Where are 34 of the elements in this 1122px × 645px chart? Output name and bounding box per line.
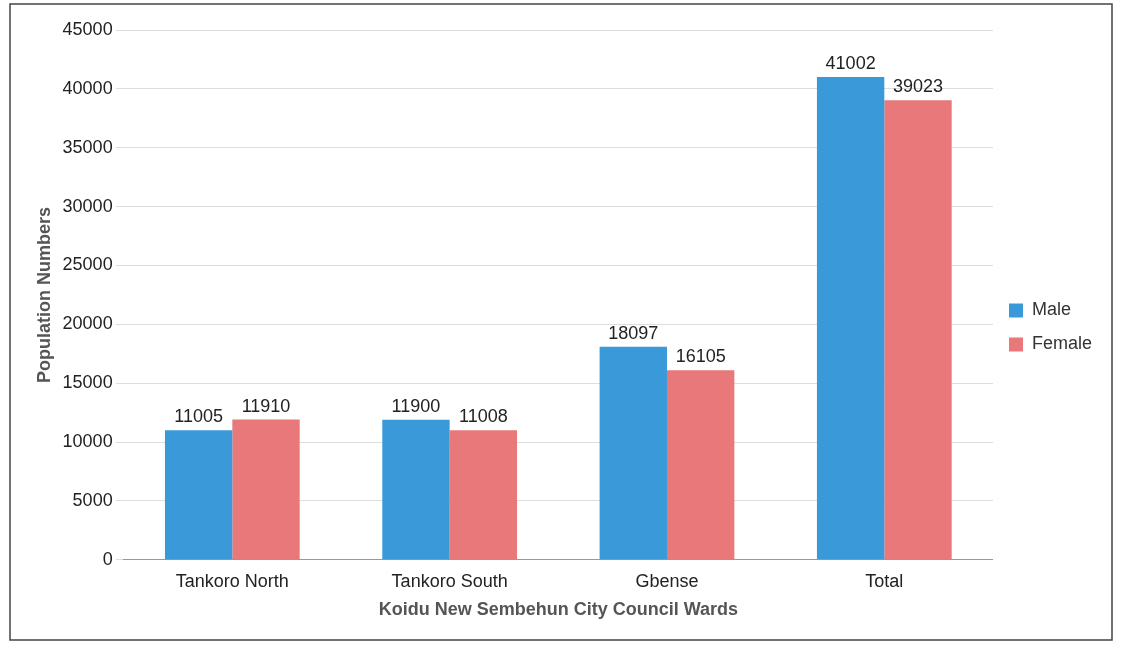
y-tick-label: 15000 <box>62 372 113 393</box>
data-label: 11900 <box>391 395 441 416</box>
y-tick-label: 20000 <box>62 313 113 334</box>
y-tick-label: 45000 <box>62 18 113 39</box>
bar <box>164 430 233 560</box>
data-label: 41002 <box>825 53 876 74</box>
data-label: 11910 <box>241 395 291 416</box>
y-tick-label: 25000 <box>62 254 113 275</box>
x-tick-label: Gbense <box>635 570 699 591</box>
bar <box>666 370 735 560</box>
bar <box>232 419 300 560</box>
y-tick-label: 5000 <box>72 489 113 510</box>
legend-label: Female <box>1031 333 1093 354</box>
x-axis-title: Koidu New Sembehun City Council Wards <box>378 599 738 620</box>
y-tick-label: 10000 <box>62 431 113 452</box>
data-label: 18097 <box>608 322 659 343</box>
data-label: 11005 <box>174 406 223 427</box>
y-tick-label: 30000 <box>62 195 113 216</box>
y-tick-label: 35000 <box>62 136 113 157</box>
data-label: 16105 <box>675 346 726 367</box>
bar <box>884 100 952 560</box>
y-tick-label: 40000 <box>62 77 113 98</box>
y-axis-title: Population Numbers <box>33 206 54 383</box>
data-label: 39023 <box>892 76 944 97</box>
bar <box>599 346 667 560</box>
bar <box>382 419 450 560</box>
bar <box>816 77 885 560</box>
x-tick-label: Total <box>865 570 904 591</box>
x-tick-label: Tankoro South <box>391 570 508 591</box>
legend-label: Male <box>1031 299 1071 320</box>
data-label: 11008 <box>458 406 508 427</box>
bar <box>449 430 518 560</box>
y-tick-label: 0 <box>102 548 113 569</box>
x-tick-label: Tankoro North <box>175 570 289 591</box>
